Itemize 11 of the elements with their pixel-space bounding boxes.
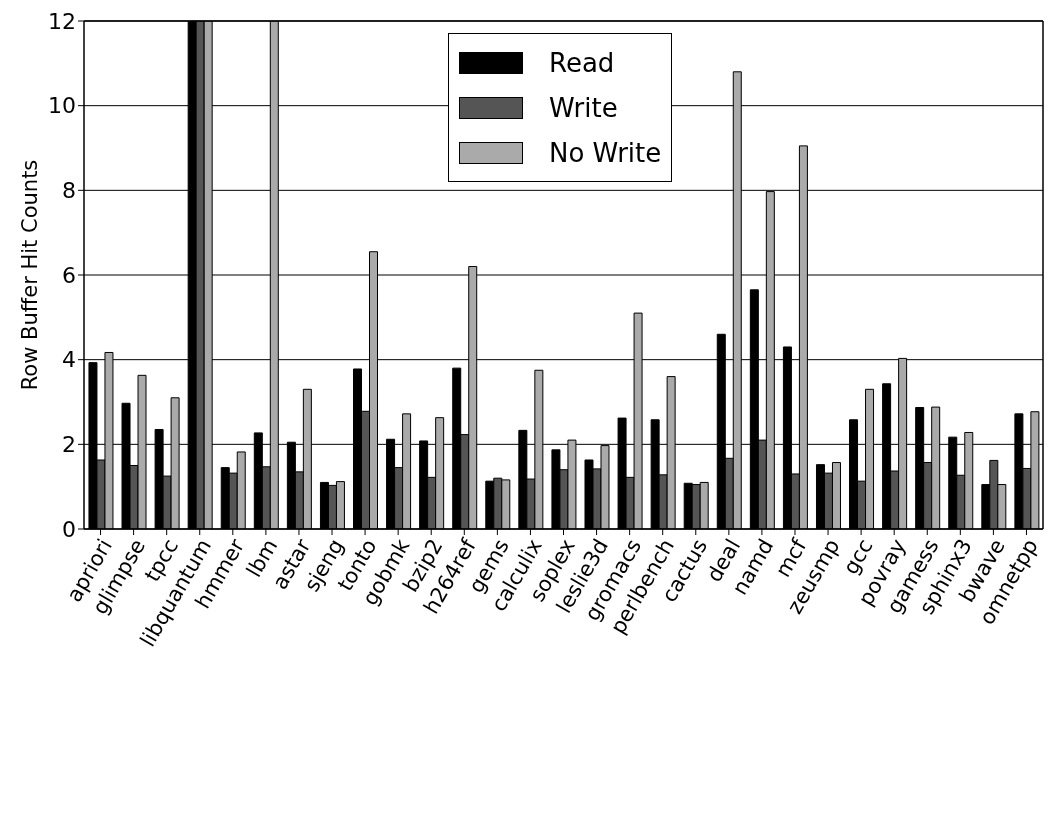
legend-label: Read (549, 47, 615, 78)
y-tick-label: 0 (62, 516, 76, 542)
y-tick-label: 8 (62, 178, 76, 204)
y-tick-label: 6 (62, 262, 76, 288)
y-tick-label: 12 (48, 8, 76, 34)
y-axis-title: Row Buffer Hit Counts (18, 159, 43, 391)
y-tick-label: 2 (62, 432, 76, 458)
y-tick-label: 4 (62, 347, 76, 373)
legend-label: No Write (549, 137, 662, 168)
legend-label: Write (549, 92, 618, 123)
y-tick-label: 10 (48, 93, 76, 119)
